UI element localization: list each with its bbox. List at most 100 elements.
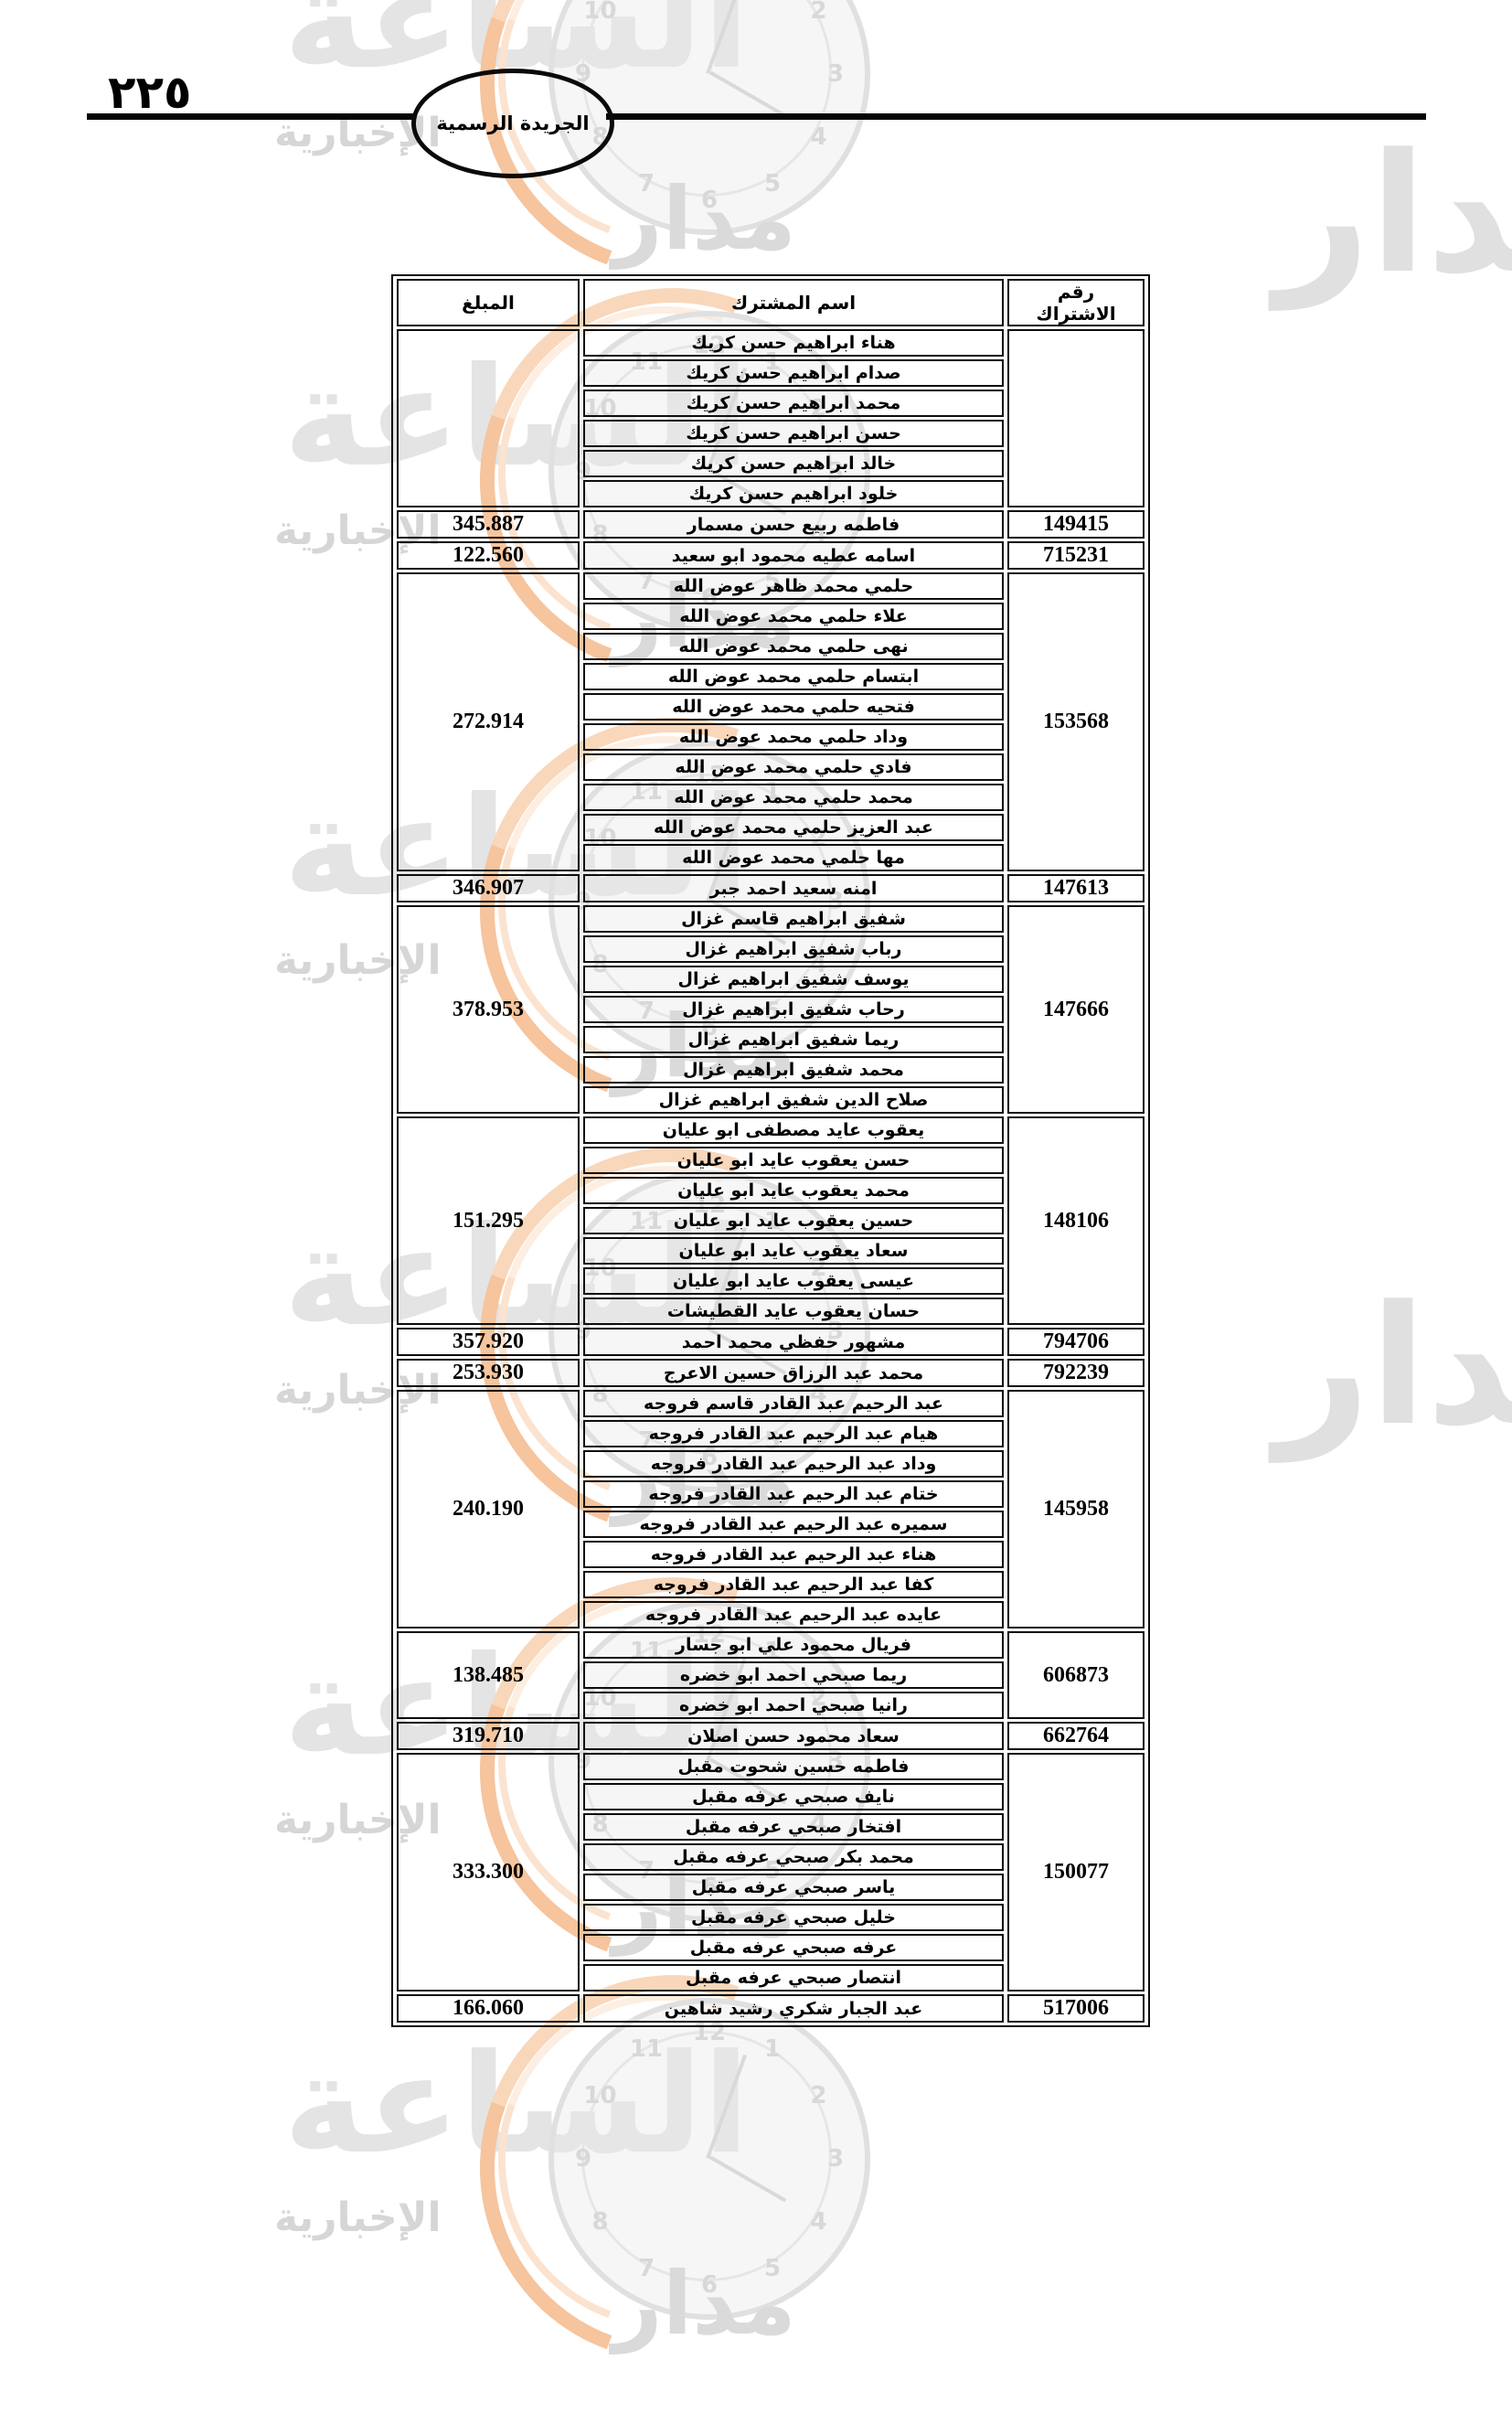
table-row: افتخار صبحي عرفه مقبل <box>397 1813 1145 1841</box>
subscriber-name-cell: حسان يعقوب عايد القطيشات <box>583 1297 1004 1325</box>
subscription-number-cell: 662764 <box>1007 1722 1145 1750</box>
table-row: 147613 امنه سعيد احمد جبر 346.907 <box>397 874 1145 902</box>
table-row: ياسر صبحي عرفه مقبل <box>397 1874 1145 1901</box>
amount-cell: 319.710 <box>397 1722 580 1750</box>
header-rule-left <box>87 113 413 120</box>
subscription-number-cell: 517006 <box>1007 1994 1145 2023</box>
amount-cell: 138.485 <box>397 1631 580 1719</box>
table-row: يوسف شفيق ابراهيم غزال <box>397 966 1145 993</box>
table-row: صدام ابراهيم حسن كريك <box>397 359 1145 387</box>
subscriber-name-cell: محمد عبد الرزاق حسين الاعرج <box>583 1359 1004 1387</box>
clock-numeral: 5 <box>763 1426 782 1455</box>
subscriber-name-cell: شفيق ابراهيم قاسم غزال <box>583 905 1004 933</box>
subscriber-name-cell: خليل صبحي عرفه مقبل <box>583 1904 1004 1931</box>
clock-numeral: 3 <box>826 2145 845 2173</box>
table-row: ابتسام حلمي محمد عوض الله <box>397 663 1145 690</box>
subscriber-name-cell: عرفه صبحي عرفه مقبل <box>583 1934 1004 1961</box>
clock-numeral: 7 <box>637 1426 655 1455</box>
subscriber-name-cell: اسامه عطيه محمود ابو سعيد <box>583 541 1004 570</box>
subscriber-name-cell: خلود ابراهيم حسن كريك <box>583 480 1004 507</box>
header-rule-right <box>606 113 1426 120</box>
subscription-number-cell: 149415 <box>1007 510 1145 539</box>
clock-numeral: 11 <box>629 1638 664 1666</box>
subscription-number-cell <box>1007 329 1145 507</box>
clock-numeral: 6 <box>700 187 719 214</box>
clock-numeral: 6 <box>700 1014 719 1041</box>
watermark-agency-word: مدار <box>612 1856 796 1957</box>
subscriber-name-cell: ابتسام حلمي محمد عوض الله <box>583 663 1004 690</box>
subscriber-name-cell: هيام عبد الرحيم عبد القادر فروجه <box>583 1420 1004 1447</box>
subscribers-table-body: هناء ابراهيم حسن كريك صدام ابراهيم حسن كر… <box>397 329 1145 2023</box>
table-row: ريما صبحي احمد ابو خضره <box>397 1661 1145 1689</box>
clock-numeral: 10 <box>583 2082 617 2109</box>
subscriber-name-cell: حلمي محمد ظاهر عوض الله <box>583 572 1004 600</box>
table-row: محمد يعقوب عايد ابو عليان <box>397 1177 1145 1204</box>
table-row: محمد شفيق ابراهيم غزال <box>397 1056 1145 1084</box>
table-row: كفا عبد الرحيم عبد القادر فروجه <box>397 1571 1145 1598</box>
subscriber-name-cell: مها حلمي محمد عوض الله <box>583 844 1004 871</box>
amount-cell <box>397 329 580 507</box>
table-row: فتحيه حلمي محمد عوض الله <box>397 693 1145 721</box>
clock-numeral: 5 <box>763 169 782 198</box>
clock-numeral: 2 <box>810 2082 827 2109</box>
subscriber-name-cell: فاطمه حسين شحوت مقبل <box>583 1753 1004 1780</box>
clock-inner-ring <box>581 1633 832 1884</box>
table-row: 145958 عبد الرحيم عبد القادر قاسم فروجه 24… <box>397 1390 1145 1628</box>
table-row: 606873 فريال محمود علي ابو جسار 138.485 <box>397 1631 1145 1719</box>
table-row: عايده عبد الرحيم عبد القادر فروجه <box>397 1601 1145 1628</box>
table-row: خليل صبحي عرفه مقبل <box>397 1904 1145 1931</box>
table-row: عبد العزيز حلمي محمد عوض الله <box>397 814 1145 841</box>
table-row: عيسى يعقوب عايد ابو عليان <box>397 1267 1145 1295</box>
table-row: 792239 محمد عبد الرزاق حسين الاعرج 253.930 <box>397 1359 1145 1387</box>
amount-cell: 166.060 <box>397 1994 580 2023</box>
clock-numeral: 8 <box>591 1381 609 1408</box>
clock-numeral: 4 <box>810 2208 827 2236</box>
table-row: هناء ابراهيم حسن كريك <box>397 329 1145 507</box>
subscriber-name-cell: افتخار صبحي عرفه مقبل <box>583 1813 1004 1841</box>
column-header-subscription-number: رقم الاشتراك <box>1007 279 1145 326</box>
clock-numeral: 6 <box>700 1874 719 1901</box>
table-row: 517006 عبد الجبار شكري رشيد شاهين 166.060 <box>397 1994 1145 2023</box>
subscriber-name-cell: فتحيه حلمي محمد عوض الله <box>583 693 1004 721</box>
subscriber-name-cell: هناء ابراهيم حسن كريك <box>583 329 1004 357</box>
table-row: ريما شفيق ابراهيم غزال <box>397 1026 1145 1053</box>
clock-numeral: 10 <box>583 825 617 852</box>
table-row: 715231 اسامه عطيه محمود ابو سعيد 122.560 <box>397 541 1145 570</box>
subscriber-name-cell: سعاد يعقوب عايد ابو عليان <box>583 1237 1004 1265</box>
clock-numeral: 2 <box>810 0 827 25</box>
clock-numeral: 5 <box>763 567 782 595</box>
subscriber-name-cell: عبد الجبار شكري رشيد شاهين <box>583 1994 1004 2023</box>
clock-numeral: 7 <box>637 169 655 198</box>
gazette-banner: الجريدة الرسمية <box>411 69 614 178</box>
clock-numeral: 4 <box>810 951 827 978</box>
watermark-right-edge-word: مدار <box>1275 119 1512 310</box>
subscriber-name-cell: عايده عبد الرحيم عبد القادر فروجه <box>583 1601 1004 1628</box>
clock-numeral: 1 <box>763 1208 782 1236</box>
subscription-number-cell: 148106 <box>1007 1116 1145 1325</box>
clock-numeral: 3 <box>826 60 845 88</box>
clock-numeral: 7 <box>637 997 655 1025</box>
subscriber-name-cell: عبد الرحيم عبد القادر قاسم فروجه <box>583 1390 1004 1417</box>
subscription-number-cell: 150077 <box>1007 1753 1145 1992</box>
subscriber-name-cell: محمد حلمي محمد عوض الله <box>583 784 1004 811</box>
subscriber-name-cell: يعقوب عايد مصطفى ابو عليان <box>583 1116 1004 1144</box>
table-row: رانيا صبحي احمد ابو خضره <box>397 1692 1145 1719</box>
table-row: انتصار صبحي عرفه مقبل <box>397 1964 1145 1992</box>
clock-numeral: 11 <box>629 778 664 806</box>
clock-numeral: 9 <box>574 60 592 88</box>
clock-numeral: 12 <box>692 1621 727 1649</box>
subscription-number-cell: 792239 <box>1007 1359 1145 1387</box>
table-row: رباب شفيق ابراهيم غزال <box>397 935 1145 963</box>
clock-numeral: 4 <box>810 1381 827 1408</box>
clock-numeral: 4 <box>810 123 827 151</box>
table-row: فادي حلمي محمد عوض الله <box>397 753 1145 781</box>
subscriber-name-cell: حسين يعقوب عايد ابو عليان <box>583 1207 1004 1234</box>
subscriber-name-cell: ياسر صبحي عرفه مقبل <box>583 1874 1004 1901</box>
subscriber-name-cell: نايف صبحي عرفه مقبل <box>583 1783 1004 1810</box>
subscriber-name-cell: وداد حلمي محمد عوض الله <box>583 723 1004 751</box>
watermark-agency-word: مدار <box>612 997 796 1097</box>
column-header-subscriber-name: اسم المشترك <box>583 279 1004 326</box>
subscriber-name-cell: علاء حلمي محمد عوض الله <box>583 603 1004 630</box>
